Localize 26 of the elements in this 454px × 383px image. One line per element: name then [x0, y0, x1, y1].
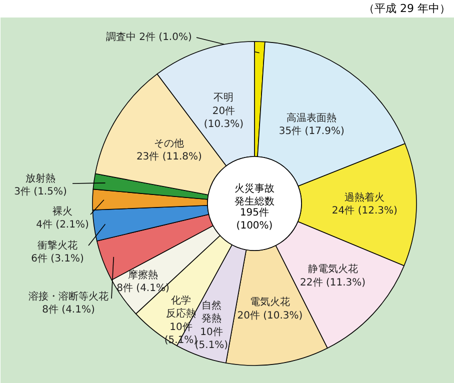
- slice-label: 調査中 2件 (1.0%): [106, 31, 192, 43]
- data-label: 24件 (12.3%): [332, 205, 398, 216]
- slice-label: 不明: [214, 92, 234, 104]
- slice-label: 過熱着火: [344, 191, 385, 204]
- data-label: 35件 (17.9%): [278, 126, 344, 137]
- slice-label: 裸火: [52, 205, 72, 218]
- data-label: 20件 (10.3%): [237, 310, 303, 322]
- data-label: 23件 (11.8%): [136, 152, 202, 163]
- data-label: 3件 (1.5%): [14, 186, 67, 198]
- data-label: 22件 (11.3%): [300, 277, 366, 288]
- text: 195件 (100%): [236, 207, 273, 232]
- slice-label: 放射熱: [26, 172, 56, 184]
- slice-label: その他: [154, 137, 184, 150]
- data-label: 20件 (10.3%): [204, 106, 244, 130]
- text: 火災事故発生総数: [234, 182, 274, 208]
- slice-label: 静電気火花: [308, 263, 358, 276]
- data-label: 4件 (2.1%): [36, 220, 89, 231]
- slice-label: 摩擦熱: [128, 268, 158, 281]
- data-label: 6件 (3.1%): [31, 254, 84, 265]
- text: （平成 29 年中）: [364, 2, 451, 15]
- data-label: 8件 (4.1%): [42, 304, 95, 316]
- slice-label: 溶接・溶断等火花: [28, 290, 108, 302]
- slice-label: 自然発熱: [201, 299, 222, 325]
- slice-label: 電気火花: [250, 296, 290, 308]
- slice-label: 高温表面熱: [286, 112, 337, 124]
- slice-label: 衝撃火花: [38, 239, 78, 252]
